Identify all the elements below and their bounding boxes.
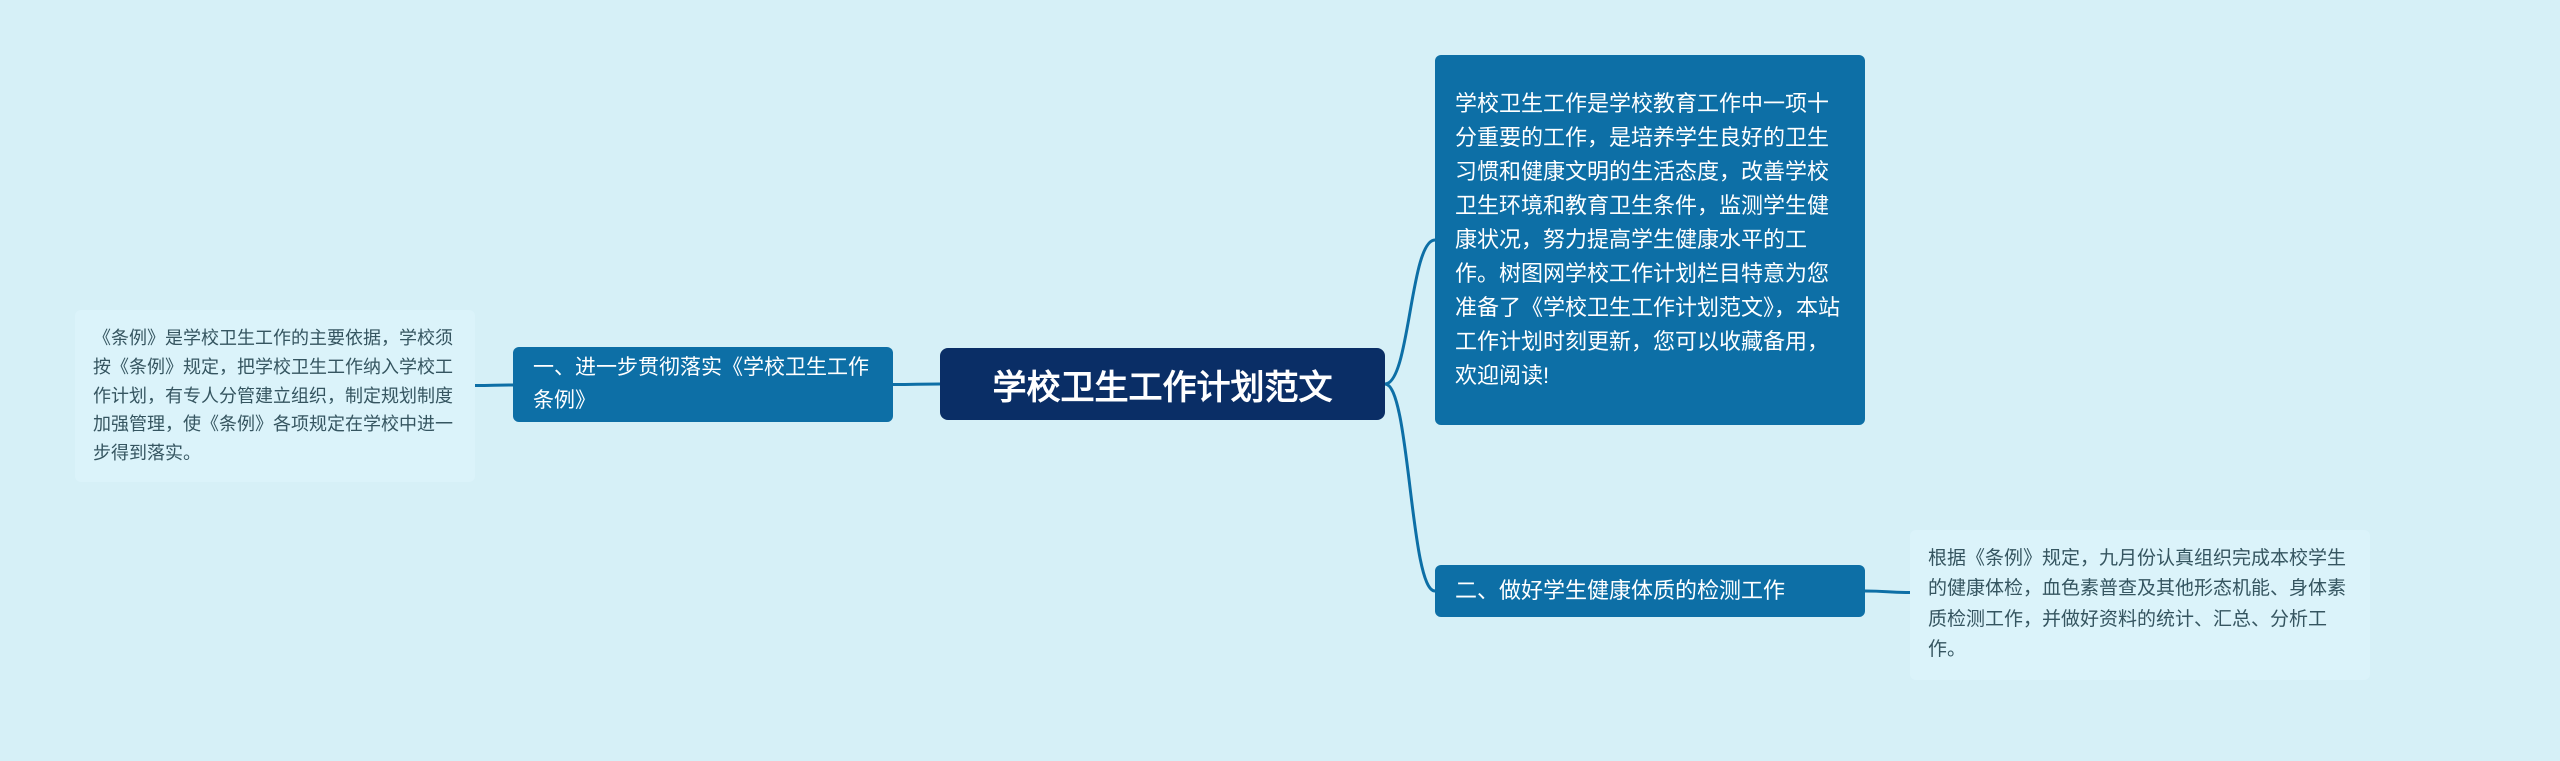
branch-node-b1: 一、进一步贯彻落实《学校卫生工作条例》: [513, 347, 893, 422]
edge-b3-leaf: [1865, 591, 1910, 593]
edge-center-b1: [893, 384, 940, 385]
branch-node-b3: 二、做好学生健康体质的检测工作: [1435, 565, 1865, 617]
leaf-node-b1: 《条例》是学校卫生工作的主要依据，学校须按《条例》规定，把学校卫生工作纳入学校工…: [75, 310, 475, 482]
edge-center-b2: [1385, 240, 1435, 384]
edge-center-b3: [1385, 384, 1435, 591]
branch-node-b2: 学校卫生工作是学校教育工作中一项十分重要的工作，是培养学生良好的卫生习惯和健康文…: [1435, 55, 1865, 425]
edge-b1-leaf: [475, 385, 513, 386]
center-node: 学校卫生工作计划范文: [940, 348, 1385, 420]
leaf-node-b3: 根据《条例》规定，九月份认真组织完成本校学生的健康体检，血色素普查及其他形态机能…: [1910, 530, 2370, 680]
mindmap-canvas: 学校卫生工作计划范文一、进一步贯彻落实《学校卫生工作条例》《条例》是学校卫生工作…: [0, 0, 2560, 761]
